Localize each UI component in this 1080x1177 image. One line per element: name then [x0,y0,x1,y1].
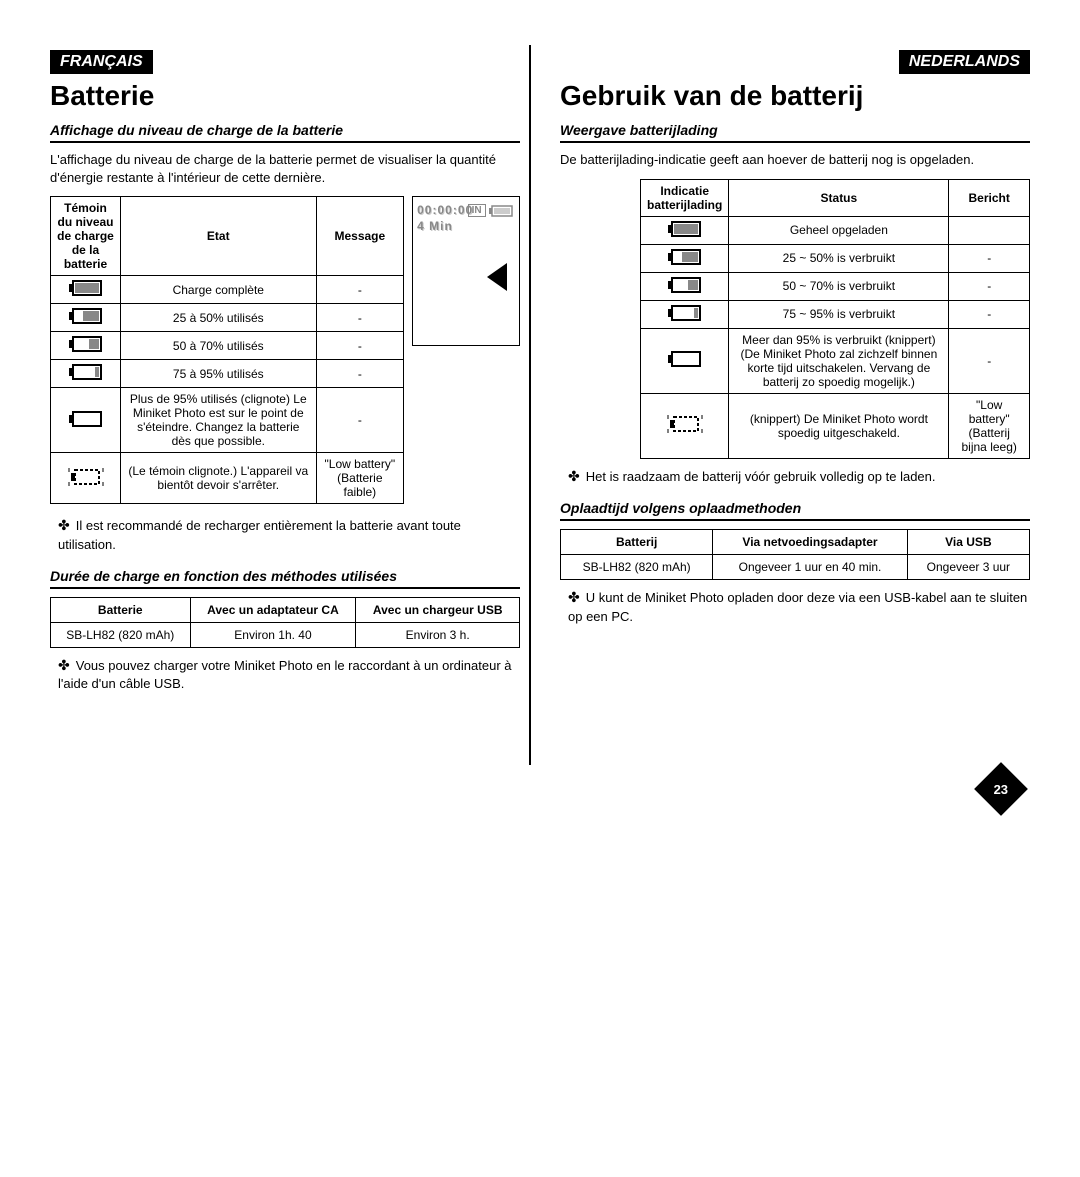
bullet-icon: ✤ [568,589,580,605]
para-nl-1: De batterijlading-indicatie geeft aan ho… [560,151,1030,169]
batt-icon-nl-4 [641,328,729,393]
charge-table-fr: BatterieAvec un adaptateur CAAvec un cha… [50,597,520,648]
batt-icon-nl-3 [641,300,729,328]
note-nl-1: ✤Het is raadzaam de batterij vóór gebrui… [568,467,1030,487]
bullet-icon: ✤ [58,517,70,533]
manual-page: FRANÇAIS Batterie Affichage du niveau de… [0,0,1080,1177]
subhead-nl-1: Weergave batterijlading [560,122,1030,143]
batt-icon-fr-1 [51,304,121,332]
page-title-fr: Batterie [50,80,520,112]
page-number-badge: 23 [974,762,1028,816]
batt-icon-nl-0 [641,216,729,244]
batt-icon-fr-4 [51,388,121,453]
in-icon: IN [468,204,486,217]
note-fr-1: ✤Il est recommandé de recharger entièrem… [58,516,520,554]
charge-table-nl: BatterijVia netvoedingsadapterVia USB SB… [560,529,1030,580]
batt-icon-fr-5 [51,453,121,504]
page-title-nl: Gebruik van de batterij [560,80,1030,112]
center-divider [529,45,531,765]
para-fr-1: L'affichage du niveau de charge de la ba… [50,151,520,186]
batt-icon-nl-5 [641,393,729,458]
th-state-fr: Etat [121,197,317,276]
subhead-fr-1: Affichage du niveau de charge de la batt… [50,122,520,143]
bullet-icon: ✤ [568,468,580,484]
note-nl-2: ✤U kunt de Miniket Photo opladen door de… [568,588,1030,626]
note-fr-2: ✤Vous pouvez charger votre Miniket Photo… [58,656,520,694]
subhead-fr-2: Durée de charge en fonction des méthodes… [50,568,520,589]
batt-icon-fr-3 [51,360,121,388]
th-msg-nl: Bericht [949,179,1030,216]
battery-table-fr: Témoin du niveau de charge de la batteri… [50,196,404,504]
batt-icon-fr-2 [51,332,121,360]
lcd-preview: 00:00:00 4 Min IN [412,196,520,346]
th-icon-nl: Indicatie batterijlading [641,179,729,216]
column-dutch: NEDERLANDS Gebruik van de batterij Weerg… [560,50,1030,708]
subhead-nl-2: Oplaadtijd volgens oplaadmethoden [560,500,1030,521]
bullet-icon: ✤ [58,657,70,673]
batt-icon-fr-0 [51,276,121,304]
batt-icon-nl-2 [641,272,729,300]
lang-badge-nl: NEDERLANDS [899,50,1030,74]
batt-icon-nl-1 [641,244,729,272]
battery-table-nl: Indicatie batterijlading Status Bericht … [640,179,1030,459]
th-icon-fr: Témoin du niveau de charge de la batteri… [51,197,121,276]
column-french: FRANÇAIS Batterie Affichage du niveau de… [50,50,520,708]
th-state-nl: Status [729,179,949,216]
play-arrow-icon [487,263,507,291]
lang-badge-fr: FRANÇAIS [50,50,153,74]
th-msg-fr: Message [316,197,404,276]
battery-icon [489,205,513,217]
